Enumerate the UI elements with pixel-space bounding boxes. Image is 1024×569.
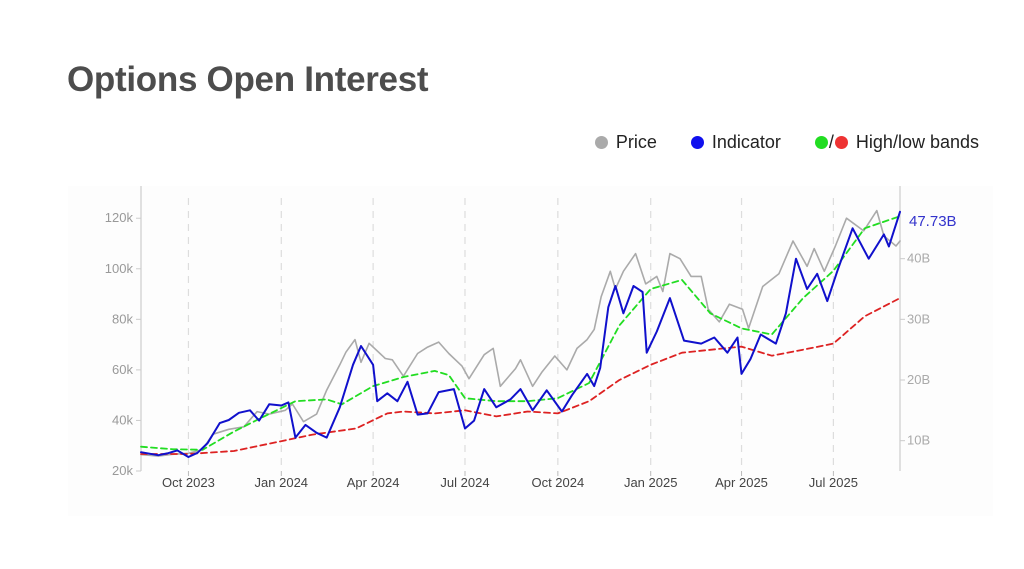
legend-label-indicator: Indicator bbox=[711, 132, 781, 152]
right-tick-label: 20B bbox=[907, 372, 930, 387]
legend-label-bands: High/low bands bbox=[855, 132, 979, 152]
legend-bands-separator: / bbox=[828, 132, 834, 152]
chart-legend: Price Indicator / High/low bands bbox=[561, 132, 979, 153]
right-tick-label: 30B bbox=[907, 311, 930, 326]
series-indicator-line bbox=[140, 210, 901, 458]
legend-label-price: Price bbox=[615, 132, 657, 152]
x-tick-label: Jan 2024 bbox=[255, 475, 309, 490]
left-tick-label: 40k bbox=[112, 412, 133, 427]
x-tick-label: Apr 2025 bbox=[715, 475, 768, 490]
left-tick-label: 100k bbox=[105, 261, 134, 276]
series-price-line bbox=[140, 209, 901, 457]
x-tick-label: Oct 2024 bbox=[531, 475, 584, 490]
x-tick-label: Apr 2024 bbox=[347, 475, 400, 490]
x-tick-label: Oct 2023 bbox=[162, 475, 215, 490]
left-tick-label: 80k bbox=[112, 311, 133, 326]
indicator-dot-icon bbox=[690, 136, 704, 149]
low-band-dot-icon bbox=[834, 136, 848, 149]
page-title: Options Open Interest bbox=[67, 60, 429, 99]
x-tick-label: Jul 2024 bbox=[440, 475, 489, 490]
left-tick-label: 120k bbox=[105, 210, 134, 225]
series-low-band-line bbox=[140, 297, 901, 455]
left-tick-label: 20k bbox=[112, 463, 133, 478]
chart-svg: Oct 2023 Jan 2024 Apr 2024 Jul 2024 Oct 2024… bbox=[68, 186, 993, 516]
legend-item-indicator[interactable]: Indicator bbox=[690, 132, 781, 153]
left-tick-label: 60k bbox=[112, 362, 133, 377]
chart-area: Oct 2023 Jan 2024 Apr 2024 Jul 2024 Oct 2024… bbox=[68, 186, 993, 516]
last-value-label: 47.73B bbox=[909, 213, 957, 230]
chart-background bbox=[68, 186, 993, 516]
right-tick-label: 40B bbox=[907, 251, 930, 266]
x-tick-label: Jan 2025 bbox=[624, 475, 678, 490]
x-tick-label: Jul 2025 bbox=[809, 475, 858, 490]
legend-item-bands[interactable]: / High/low bands bbox=[814, 132, 979, 153]
high-band-dot-icon bbox=[814, 136, 828, 149]
legend-item-price[interactable]: Price bbox=[594, 132, 657, 153]
series-high-band-line bbox=[140, 215, 901, 451]
right-tick-label: 10B bbox=[907, 433, 930, 448]
price-dot-icon bbox=[594, 136, 608, 149]
